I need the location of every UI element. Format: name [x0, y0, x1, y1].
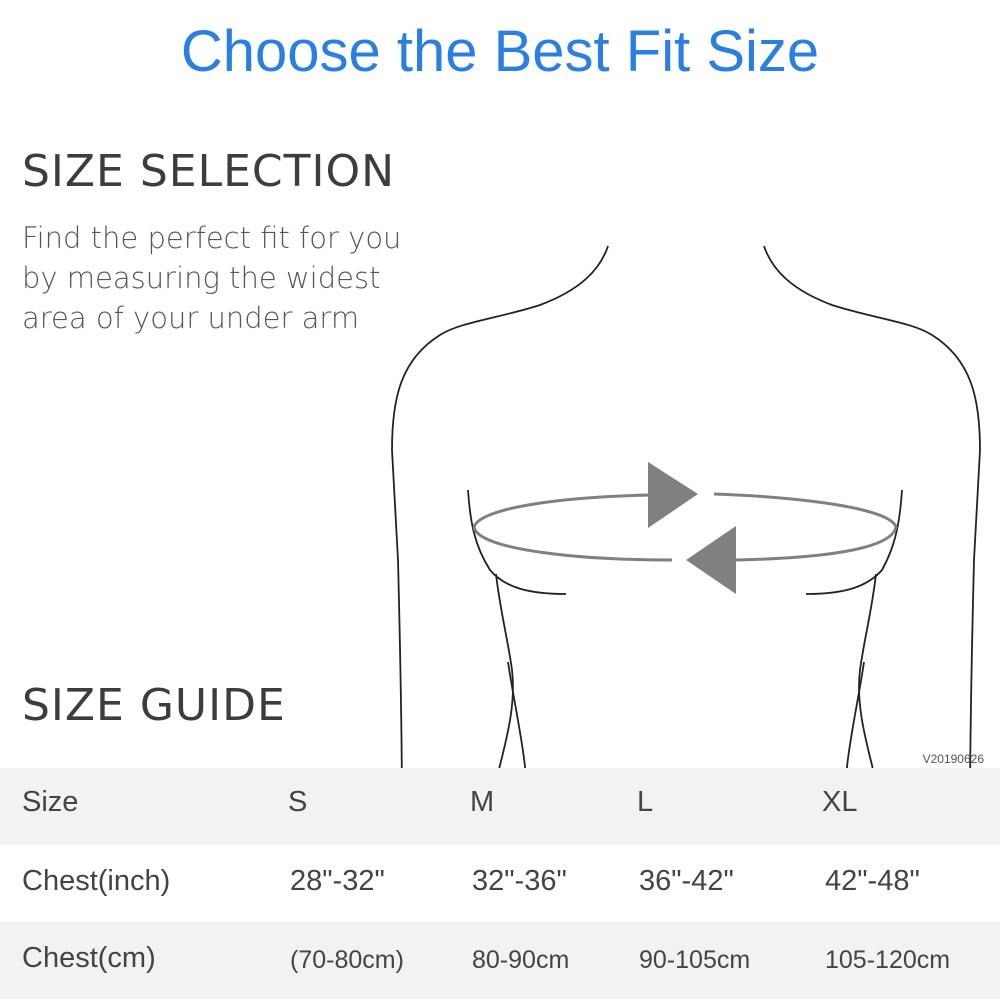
table-cell: 28"-32"	[290, 865, 385, 897]
table-cell: S	[288, 786, 308, 818]
table-cell: 42"-48"	[825, 865, 920, 897]
table-cell: 80-90cm	[472, 946, 570, 974]
measure-loop-top	[472, 492, 898, 528]
table-cell: (70-80cm)	[290, 946, 404, 974]
size-selection-heading: SIZE SELECTION	[22, 146, 396, 197]
instruction-line: area of your under arm	[22, 301, 360, 335]
instruction-line: by measuring the widest	[22, 261, 381, 295]
table-cell: 36"-42"	[639, 865, 734, 897]
row-label: Chest(inch)	[22, 865, 171, 897]
table-cell: 105-120cm	[825, 946, 951, 974]
row-label: Chest(cm)	[22, 942, 156, 974]
page-title: Choose the Best Fit Size	[180, 19, 820, 84]
table-row: Chest(inch) 28"-32" 32"-36" 36"-42" 42"-…	[0, 845, 1000, 922]
torso-outline-right	[763, 245, 981, 815]
table-row: Size S M L XL	[0, 768, 1000, 845]
measure-loop-bottom	[472, 526, 898, 562]
table-cell: XL	[822, 786, 858, 818]
table-cell: 32"-36"	[472, 865, 567, 897]
version-label: V20190626	[922, 752, 984, 766]
arrow-right-icon	[648, 462, 698, 528]
table-cell: 90-105cm	[639, 946, 751, 974]
size-guide-heading: SIZE GUIDE	[22, 680, 286, 731]
size-table: Size S M L XL Chest(inch) 28"-32" 32"-36…	[0, 768, 1000, 999]
table-cell: L	[637, 786, 654, 818]
chest-right	[805, 489, 903, 595]
instruction-line: Find the perfect fit for you	[22, 221, 402, 255]
size-selection-instructions: Find the perfect fit for you by measurin…	[22, 218, 452, 338]
arrow-left-icon	[686, 526, 736, 594]
row-label: Size	[22, 786, 79, 818]
table-row: Chest(cm) (70-80cm) 80-90cm 90-105cm 105…	[0, 922, 1000, 999]
table-cell: M	[470, 786, 495, 818]
chest-left	[467, 489, 567, 595]
torso-outline-left	[391, 245, 609, 815]
